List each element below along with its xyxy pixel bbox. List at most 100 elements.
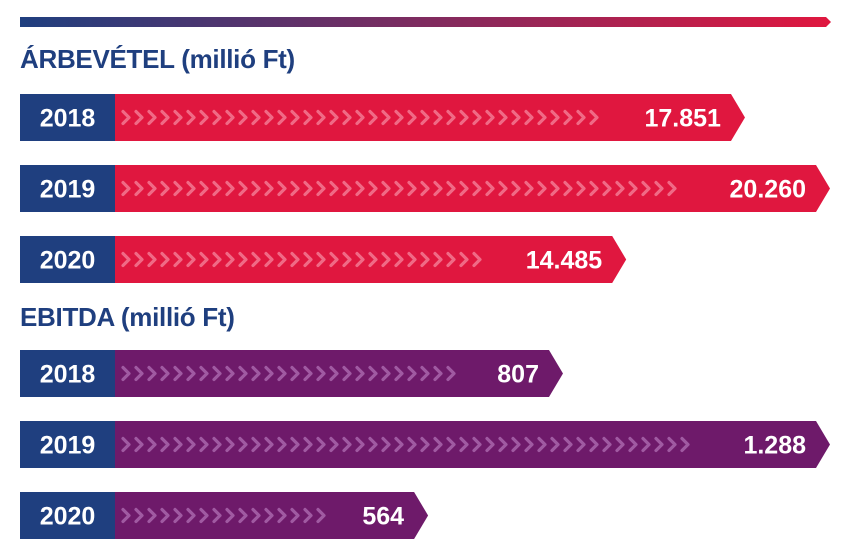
ebitda-chevron-pattern xyxy=(121,365,456,382)
chevron-icon xyxy=(251,507,261,524)
chevron-icon xyxy=(121,365,131,382)
chevron-icon xyxy=(563,180,573,197)
revenue-row-2019: 2019 20.260 xyxy=(20,165,830,212)
chevron-icon xyxy=(134,436,144,453)
chevron-icon xyxy=(368,180,378,197)
chevron-icon xyxy=(186,251,196,268)
chevron-icon xyxy=(199,507,209,524)
chevron-icon xyxy=(147,251,157,268)
chevron-icon xyxy=(355,109,365,126)
chevron-icon xyxy=(212,507,222,524)
chevron-icon xyxy=(576,109,586,126)
ebitda-year-box xyxy=(20,421,115,468)
chevron-icon xyxy=(147,507,157,524)
chevron-icon xyxy=(264,365,274,382)
chevron-icon xyxy=(264,180,274,197)
revenue-year-label: 2020 xyxy=(40,247,96,275)
chevron-icon xyxy=(407,109,417,126)
chevron-icon xyxy=(628,180,638,197)
chevron-icon xyxy=(316,507,326,524)
ebitda-row-2020: 2020 564 xyxy=(20,492,429,539)
chevron-icon xyxy=(433,436,443,453)
chevron-icon xyxy=(381,109,391,126)
chevron-icon xyxy=(394,365,404,382)
chevron-icon xyxy=(186,109,196,126)
chevron-icon xyxy=(368,365,378,382)
chevron-icon xyxy=(186,180,196,197)
chevron-icon xyxy=(121,507,131,524)
chevron-icon xyxy=(238,251,248,268)
chevron-icon xyxy=(160,507,170,524)
chevron-icon xyxy=(147,109,157,126)
revenue-chevron-pattern xyxy=(121,180,677,197)
chevron-icon xyxy=(264,109,274,126)
chevron-icon xyxy=(472,180,482,197)
chevron-icon xyxy=(602,180,612,197)
chevron-icon xyxy=(186,365,196,382)
ebitda-chart-title: EBITDA (millió Ft) xyxy=(20,302,235,332)
ebitda-chart: 2018 807 2019 1.288 2020 564 xyxy=(20,350,830,539)
chevron-icon xyxy=(355,436,365,453)
chevron-icon xyxy=(173,365,183,382)
revenue-year-box xyxy=(20,165,115,212)
ebitda-value-label: 564 xyxy=(362,503,404,531)
chevron-icon xyxy=(199,109,209,126)
chevron-icon xyxy=(264,436,274,453)
chevron-icon xyxy=(433,365,443,382)
chevron-icon xyxy=(550,436,560,453)
chevron-icon xyxy=(251,180,261,197)
chevron-icon xyxy=(381,251,391,268)
chevron-icon xyxy=(147,365,157,382)
chevron-icon xyxy=(615,180,625,197)
chevron-icon xyxy=(316,251,326,268)
chevron-icon xyxy=(485,109,495,126)
chevron-icon xyxy=(238,365,248,382)
chevron-icon xyxy=(550,109,560,126)
chevron-icon xyxy=(498,109,508,126)
revenue-row-2018: 2018 17.851 xyxy=(20,94,745,141)
chevron-icon xyxy=(446,109,456,126)
chevron-icon xyxy=(329,251,339,268)
chevron-icon xyxy=(173,436,183,453)
chevron-icon xyxy=(641,180,651,197)
chevron-icon xyxy=(225,365,235,382)
revenue-year-box xyxy=(20,94,115,141)
chevron-icon xyxy=(329,180,339,197)
chevron-icon xyxy=(511,436,521,453)
chevron-icon xyxy=(537,436,547,453)
chevron-icon xyxy=(407,365,417,382)
chevron-icon xyxy=(589,180,599,197)
chevron-icon xyxy=(394,180,404,197)
chevron-icon xyxy=(407,436,417,453)
ebitda-year-label: 2019 xyxy=(40,432,96,460)
chevron-icon xyxy=(225,436,235,453)
ebitda-chevron-pattern xyxy=(121,436,690,453)
chevron-icon xyxy=(329,365,339,382)
chevron-icon xyxy=(160,365,170,382)
chevron-icon xyxy=(225,507,235,524)
chevron-icon xyxy=(303,436,313,453)
chevron-icon xyxy=(355,180,365,197)
chevron-icon xyxy=(459,180,469,197)
revenue-bar xyxy=(115,236,627,283)
chevron-icon xyxy=(407,251,417,268)
chevron-icon xyxy=(251,109,261,126)
ebitda-value-label: 807 xyxy=(497,361,539,389)
chevron-icon xyxy=(277,365,287,382)
chevron-icon xyxy=(459,251,469,268)
chevron-icon xyxy=(563,436,573,453)
chevron-icon xyxy=(602,436,612,453)
chevron-icon xyxy=(212,436,222,453)
revenue-year-box xyxy=(20,236,115,283)
chevron-icon xyxy=(368,109,378,126)
revenue-value-label: 17.851 xyxy=(645,105,722,133)
chevron-icon xyxy=(251,365,261,382)
ebitda-value-label: 1.288 xyxy=(743,432,806,460)
ebitda-row-2018: 2018 807 xyxy=(20,350,563,397)
chevron-icon xyxy=(329,436,339,453)
chevron-icon xyxy=(667,180,677,197)
chevron-icon xyxy=(654,436,664,453)
chevron-icon xyxy=(199,180,209,197)
chevron-icon xyxy=(212,251,222,268)
chevron-icon xyxy=(433,180,443,197)
